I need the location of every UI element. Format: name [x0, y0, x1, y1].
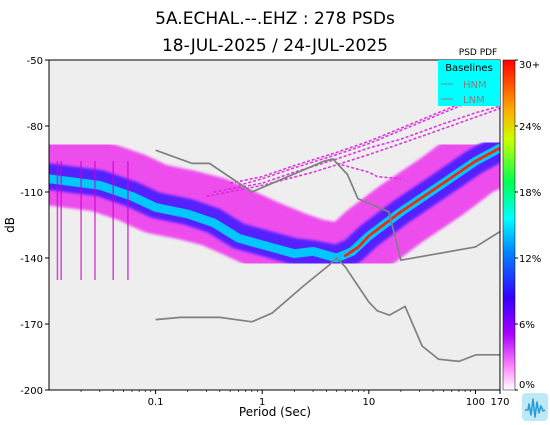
y-tick-label: -140 — [20, 254, 43, 265]
colorbar-tick-label: 6% — [519, 320, 535, 331]
upper-trace-2 — [213, 105, 500, 193]
colorbar — [502, 59, 516, 391]
pdf-band-peak — [343, 146, 500, 258]
y-tick-label: -50 — [27, 56, 43, 67]
legend-item-hnm: HNM — [463, 80, 487, 91]
colorbar-tick-label: 30+ — [519, 60, 540, 71]
legend-box — [438, 60, 500, 106]
y-tick-label: -200 — [20, 386, 43, 397]
y-tick-label: -170 — [20, 320, 43, 331]
x-tick-label: 100 — [466, 397, 485, 408]
baseline-legend: Baselines HNM LNM — [438, 60, 500, 106]
x-tick-label: 10 — [362, 397, 375, 408]
x-axis: 0.1 1 10 100 170 — [80, 390, 510, 408]
baseline-hnm — [155, 149, 500, 262]
pdf-density-layer — [49, 114, 500, 294]
upper-trace-4 — [336, 162, 401, 180]
colorbar-title: PSD PDF — [459, 48, 497, 58]
colorbar-tick-label: 0% — [519, 380, 535, 391]
x-tick-label: 0.1 — [148, 397, 164, 408]
chart-title-line1: 5A.ECHAL.--.EHZ : 278 PSDs — [155, 9, 395, 29]
plot-layers — [49, 85, 500, 363]
plot-frame — [48, 59, 501, 391]
colorbar-tick-label: 24% — [519, 122, 541, 133]
colorbar-ticks: 30+ 24% 18% 12% 6% 0% — [515, 59, 541, 391]
chart-title-line2: 18-JUL-2025 / 24-JUL-2025 — [162, 36, 388, 56]
legend-title: Baselines — [445, 63, 493, 74]
seismic-wave-logo-icon — [522, 393, 548, 421]
y-axis-label: dB — [3, 217, 17, 233]
upper-trace-0 — [229, 85, 500, 184]
upper-trace-3 — [206, 107, 500, 198]
y-tick-label: -80 — [27, 122, 43, 133]
baseline-lnm — [155, 256, 500, 363]
legend-item-lnm: LNM — [463, 95, 485, 106]
x-axis-label: Period (Sec) — [239, 405, 311, 419]
colorbar-tick-label: 18% — [519, 188, 541, 199]
x-tick-label: 1 — [259, 397, 265, 408]
baselines-layer — [155, 149, 500, 363]
y-tick-label: -110 — [20, 188, 43, 199]
left-spikes-layer — [56, 161, 129, 280]
y-axis: -50 -80 -110 -140 -170 -200 — [20, 56, 49, 397]
colorbar-tick-label: 12% — [519, 254, 541, 265]
x-tick-label: 170 — [490, 397, 509, 408]
